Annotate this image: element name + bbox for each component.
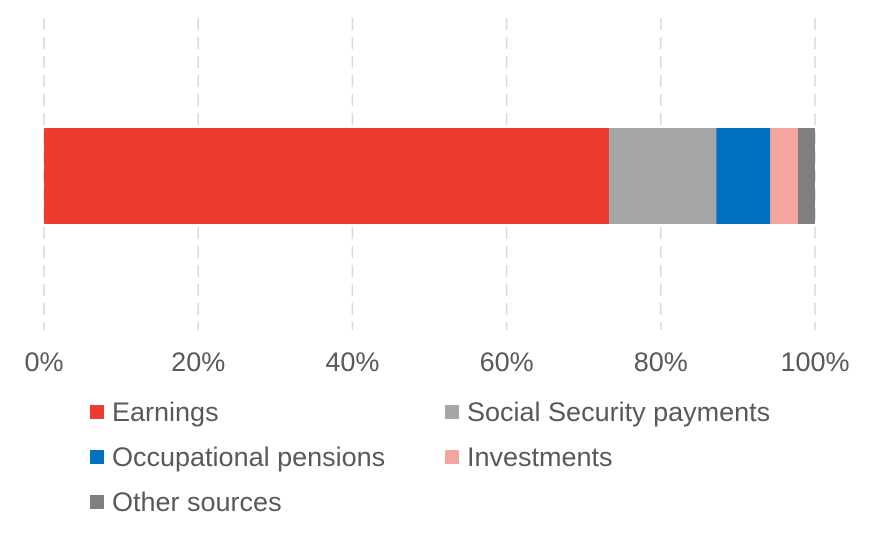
legend-label: Earnings — [112, 396, 219, 427]
legend-swatch — [90, 405, 104, 419]
x-tick-label: 80% — [634, 347, 688, 377]
legend: Earnings Social Security payments Occupati… — [90, 396, 850, 518]
x-tick-label: 0% — [24, 347, 63, 377]
x-axis-tick-labels: 0% 20% 40% 60% 80% 100% — [24, 347, 849, 377]
legend-swatch — [90, 450, 104, 464]
x-tick-label: 100% — [780, 347, 849, 377]
legend-item: Social Security payments — [445, 396, 800, 428]
legend-swatch — [445, 450, 459, 464]
legend-label: Investments — [467, 441, 613, 472]
legend-swatch — [445, 405, 459, 419]
legend-item: Occupational pensions — [90, 441, 445, 473]
bar-segment-other-sources — [798, 128, 815, 224]
x-tick-label: 40% — [325, 347, 379, 377]
legend-label: Other sources — [112, 486, 282, 517]
legend-item: Investments — [445, 441, 800, 473]
legend-item: Other sources — [90, 486, 445, 518]
bar-segment-investments — [770, 128, 799, 224]
bar-segment-social-security-payments — [609, 128, 717, 224]
bar-segment-earnings — [44, 128, 610, 224]
x-tick-label: 20% — [171, 347, 225, 377]
legend-label: Social Security payments — [467, 396, 771, 427]
x-tick-label: 60% — [480, 347, 534, 377]
legend-item: Earnings — [90, 396, 445, 428]
bar-segments — [44, 128, 815, 224]
stacked-bar-chart: 0% 20% 40% 60% 80% 100% — [24, 18, 850, 377]
bar-segment-occupational-pensions — [716, 128, 771, 224]
legend-swatch — [90, 495, 104, 509]
legend-label: Occupational pensions — [112, 441, 386, 472]
